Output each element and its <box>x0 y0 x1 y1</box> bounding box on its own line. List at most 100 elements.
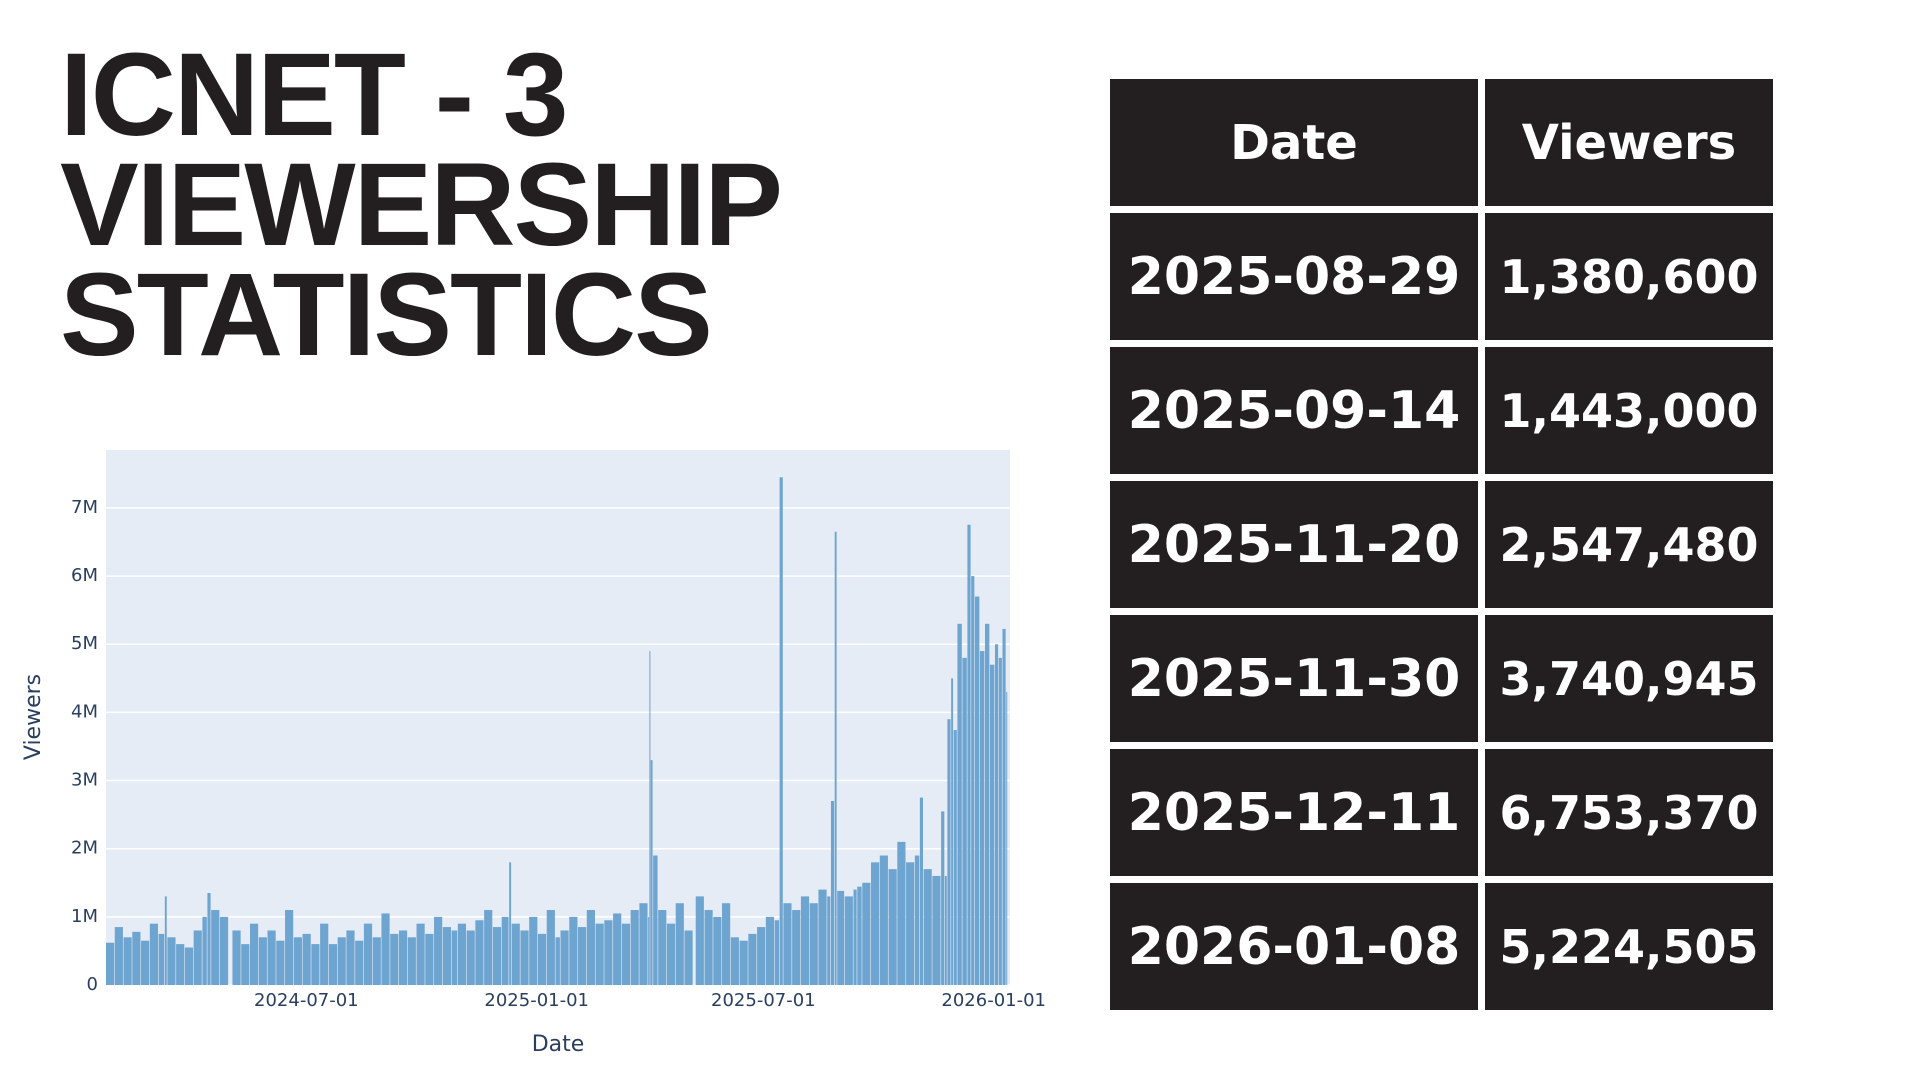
x-tick-label: 2025-01-01 <box>484 990 589 1011</box>
bar <box>941 811 945 985</box>
bar <box>425 933 434 985</box>
bar <box>311 944 320 985</box>
bar <box>783 903 792 985</box>
bar <box>809 903 818 985</box>
bar <box>713 916 722 985</box>
bar <box>984 623 990 985</box>
title-line: VIEWERSHIP <box>60 139 783 271</box>
bar <box>176 944 185 985</box>
bar <box>276 940 285 985</box>
chart: 0 1M 2M 3M 4M 5M 6M 7M 2024-07-01 2025-01-01 2025-… <box>21 450 1046 1057</box>
table-header: Date <box>1110 79 1478 206</box>
bar <box>906 862 915 985</box>
bar <box>501 916 509 985</box>
bar <box>650 760 653 985</box>
bar <box>989 664 995 985</box>
bar <box>595 923 604 985</box>
bar <box>372 937 381 985</box>
bar <box>666 923 676 985</box>
bar <box>202 916 207 985</box>
bar <box>337 937 346 985</box>
bar <box>675 903 684 985</box>
bar <box>132 931 141 985</box>
bar <box>193 930 202 985</box>
bar <box>164 896 167 985</box>
x-tick-label: 2025-07-01 <box>711 990 816 1011</box>
bar <box>211 910 220 985</box>
bar <box>381 913 390 985</box>
bar <box>555 937 560 985</box>
bar <box>648 916 650 985</box>
bar <box>830 800 835 985</box>
bar <box>241 944 250 985</box>
bar <box>953 730 957 985</box>
table-cell: 6,753,370 <box>1485 749 1773 876</box>
bar <box>704 910 713 985</box>
bar <box>957 623 962 985</box>
bar <box>947 719 951 985</box>
x-tick-label: 2026-01-01 <box>941 990 1046 1011</box>
bar <box>888 869 897 985</box>
bar <box>774 920 780 985</box>
bar <box>546 910 555 985</box>
x-axis-title: Date <box>532 1032 585 1057</box>
bar <box>511 923 520 985</box>
bar <box>639 903 648 985</box>
bar <box>492 927 502 985</box>
bar <box>658 910 667 985</box>
bar <box>560 930 569 985</box>
table-cell: 1,380,600 <box>1485 213 1773 340</box>
bar <box>390 933 399 985</box>
bar <box>837 890 845 985</box>
bar <box>792 910 801 985</box>
bar <box>106 942 115 985</box>
y-tick-label: 7M <box>71 497 98 518</box>
bar <box>363 923 373 985</box>
y-tick-label: 4M <box>71 701 98 722</box>
bar <box>757 927 766 985</box>
bar <box>974 596 980 985</box>
bar <box>114 927 123 985</box>
bar <box>695 896 704 985</box>
bar <box>520 930 529 985</box>
bar <box>684 930 693 985</box>
bar <box>914 855 920 985</box>
bar <box>722 903 731 985</box>
bar <box>962 657 967 985</box>
table-cell: 2025-11-20 <box>1110 481 1478 608</box>
bar <box>621 923 631 985</box>
bar <box>800 896 810 985</box>
bar <box>219 916 229 985</box>
bar <box>748 933 757 985</box>
bar <box>994 644 999 985</box>
bar <box>818 889 827 985</box>
table-cell: 3,740,945 <box>1485 615 1773 742</box>
bar <box>879 855 888 985</box>
bar <box>604 920 613 985</box>
bar <box>779 477 783 985</box>
bar <box>466 930 475 985</box>
bar <box>484 910 493 985</box>
bar <box>232 930 241 985</box>
bar <box>998 657 1002 985</box>
bar <box>765 916 775 985</box>
y-tick-label: 2M <box>71 838 98 859</box>
bar <box>971 576 975 985</box>
bar <box>944 875 947 985</box>
bar <box>951 678 954 985</box>
table-cell: 1,443,000 <box>1485 347 1773 474</box>
bar <box>630 910 639 985</box>
bar <box>407 937 416 985</box>
table: Date Viewers 2025-08-29 1,380,600 2025-09-14… <box>1110 79 1773 1010</box>
bar <box>853 889 857 985</box>
bar <box>586 910 595 985</box>
bar <box>649 651 651 985</box>
bar <box>320 923 329 985</box>
table-cell: 2025-11-30 <box>1110 615 1478 742</box>
bar <box>569 916 578 985</box>
table-cell: 2026-01-08 <box>1110 883 1478 1010</box>
bar <box>141 940 150 985</box>
y-tick-label: 0 <box>87 974 98 995</box>
bar <box>919 797 924 985</box>
